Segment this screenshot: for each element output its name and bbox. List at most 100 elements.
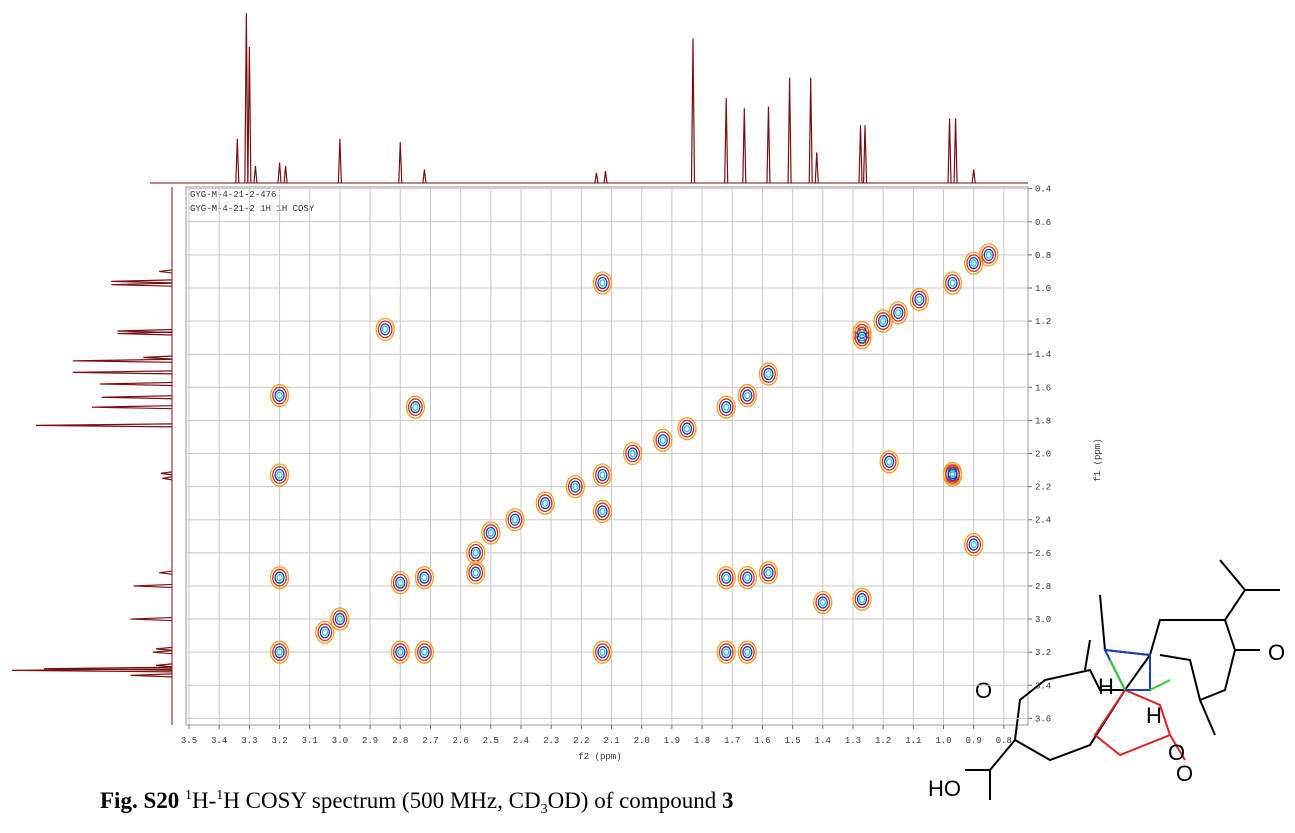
contour-ring: [412, 403, 419, 411]
atom-label: H: [1098, 674, 1114, 699]
contour-ring: [723, 403, 730, 411]
contour-ring: [597, 468, 608, 482]
x-tick-label: 2.3: [543, 736, 559, 746]
x-tick-label: 3.5: [181, 736, 197, 746]
contour-ring: [332, 610, 348, 628]
x-tick-label: 3.0: [332, 736, 348, 746]
left-projection-peak: [35, 423, 173, 428]
contour-ring: [716, 395, 736, 419]
contour-ring: [414, 640, 435, 664]
top-projection-peak: [235, 138, 240, 184]
left-projection-peak: [143, 355, 173, 360]
contour-ring: [681, 422, 693, 435]
caption-part: 1: [185, 788, 192, 803]
top-projection-peak: [724, 97, 729, 184]
contour-ring: [269, 640, 290, 664]
contour-ring: [472, 549, 479, 557]
y-tick-label: 2.2: [1035, 483, 1051, 493]
contour-ring: [945, 274, 960, 292]
contour-ring: [595, 502, 610, 521]
left-projection-peak: [159, 570, 173, 575]
contour-ring: [949, 279, 956, 287]
y-tick-label: 1.2: [1035, 317, 1051, 327]
contour-ring: [623, 441, 643, 466]
contour-ring: [895, 309, 902, 317]
x-tick-label: 2.5: [483, 736, 499, 746]
contour-ring: [592, 499, 613, 524]
top-projection-peak: [253, 165, 258, 184]
contour-ring: [537, 494, 553, 513]
contour-ring: [419, 571, 430, 584]
contour-ring: [414, 566, 435, 590]
contour-ring: [739, 643, 755, 662]
contour-ring: [721, 646, 732, 659]
contour-ring: [854, 328, 870, 347]
contour-ring: [380, 323, 391, 336]
y-tick-label: 1.4: [1035, 350, 1051, 360]
contour-ring: [765, 370, 772, 378]
contour-ring: [890, 303, 906, 322]
contour-ring: [765, 568, 772, 577]
x-tick-label: 1.8: [694, 736, 710, 746]
contour-ring: [597, 276, 608, 290]
contour-ring: [723, 573, 730, 582]
contour-ring: [276, 471, 283, 479]
contour-ring: [509, 513, 521, 526]
contour-ring: [879, 450, 899, 474]
top-projection-peak: [594, 172, 599, 184]
x-tick-label: 3.2: [271, 736, 287, 746]
contour-ring: [718, 568, 734, 587]
top-projection-peak: [283, 165, 288, 184]
left-projection-peak: [91, 405, 173, 410]
x-tick-label: 1.9: [664, 736, 680, 746]
contour-ring: [597, 505, 608, 518]
contour-ring: [742, 571, 753, 584]
atom-label: H: [1146, 703, 1162, 728]
contour-ring: [817, 596, 828, 609]
contour-ring: [421, 573, 428, 582]
top-projection-peak: [422, 169, 427, 184]
x-tick-label: 0.9: [966, 736, 982, 746]
contour-ring: [272, 643, 287, 662]
contour-ring: [417, 568, 432, 587]
left-projection-peak: [43, 666, 173, 671]
contour-ring: [655, 431, 671, 450]
contour-ring: [677, 417, 697, 441]
left-projection-peak: [117, 328, 173, 334]
contour-ring: [397, 648, 404, 656]
left-projection-peak: [155, 646, 173, 651]
contour-ring: [321, 628, 328, 637]
x-tick-label: 2.2: [573, 736, 589, 746]
y-axis-label: f1 (ppm): [1093, 438, 1103, 481]
contour-ring: [744, 573, 751, 582]
contour-ring: [395, 576, 406, 589]
atom-label: O: [1176, 761, 1193, 786]
contour-ring: [942, 461, 963, 486]
contour-ring: [487, 529, 494, 537]
contour-ring: [739, 568, 755, 587]
contour-ring: [419, 646, 430, 659]
left-projection-peak: [101, 395, 173, 400]
top-projection-peak: [398, 142, 403, 184]
x-tick-label: 1.1: [905, 736, 921, 746]
caption-part: OD) of compound: [548, 788, 722, 813]
contour-ring: [592, 463, 613, 487]
contour-ring: [274, 389, 285, 402]
x-tick-label: 2.1: [603, 736, 619, 746]
contour-ring: [466, 561, 486, 585]
contour-ring: [716, 566, 736, 590]
contour-ring: [315, 620, 335, 644]
contour-ring: [382, 325, 389, 334]
contour-ring: [392, 643, 408, 662]
contour-ring: [483, 524, 499, 542]
x-tick-label: 3.1: [302, 736, 318, 746]
contour-ring: [377, 320, 393, 339]
left-projection-peak: [130, 616, 173, 622]
contour-ring: [815, 593, 831, 612]
contour-ring: [739, 386, 755, 405]
contour-ring: [886, 458, 893, 466]
contour-ring: [909, 287, 930, 312]
contour-ring: [916, 295, 923, 304]
caption-part: H-: [192, 788, 216, 813]
contour-ring: [390, 570, 410, 595]
